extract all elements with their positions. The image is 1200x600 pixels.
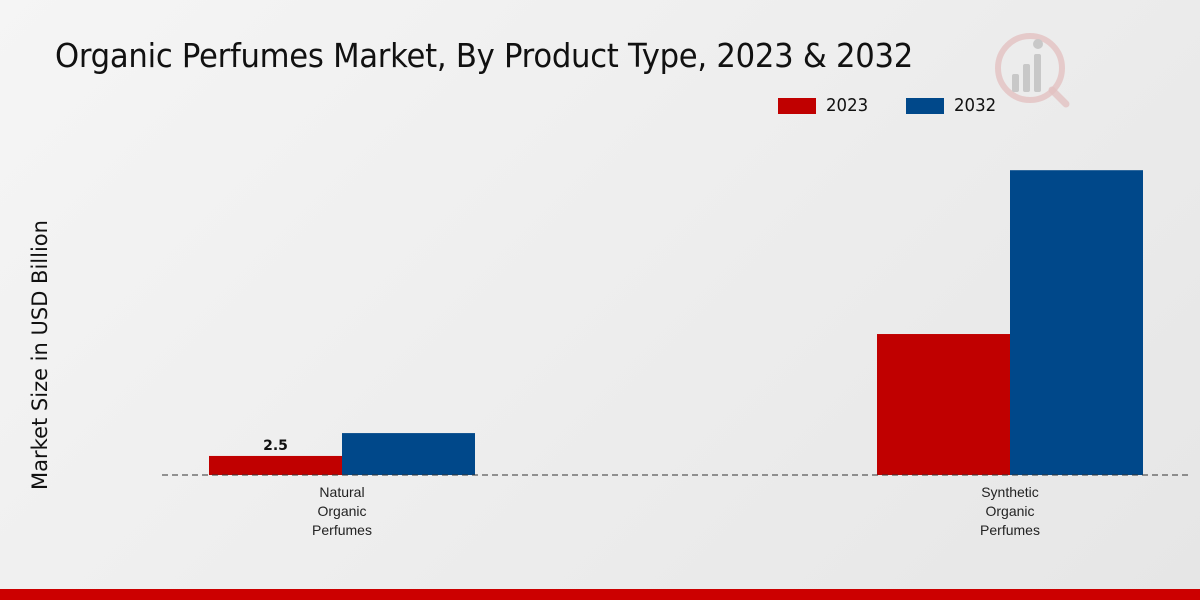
bar-2032-cat-1 — [1010, 170, 1143, 475]
data-labels: 2.5 — [263, 438, 288, 454]
legend-item-2023: 2023 — [778, 95, 872, 116]
chart-title: Organic Perfumes Market, By Product Type… — [55, 36, 913, 75]
legend-label-2032: 2032 — [953, 95, 996, 116]
legend-label-2023: 2023 — [826, 95, 869, 116]
brand-logo-icon — [995, 33, 1070, 108]
bar-2032-cat-0 — [342, 433, 475, 475]
legend-item-2032: 2032 — [905, 95, 1000, 116]
legend: 2023 2032 — [778, 95, 1034, 116]
data-label-0: 2.5 — [263, 438, 288, 454]
x-tick-label-0: Natural Organic Perfumes — [312, 484, 372, 538]
footer-accent-bar — [0, 589, 1200, 600]
bars-group — [209, 170, 1143, 475]
legend-swatch-2032 — [905, 97, 944, 114]
bar-2023-cat-0 — [209, 455, 342, 475]
x-tick-label-1: Synthetic Organic Perfumes — [980, 484, 1040, 538]
legend-swatch-2023 — [778, 97, 816, 114]
x-tick-labels: Natural Organic Perfumes Synthetic Organic Pe… — [312, 484, 1040, 538]
bar-2023-cat-1 — [877, 334, 1010, 475]
